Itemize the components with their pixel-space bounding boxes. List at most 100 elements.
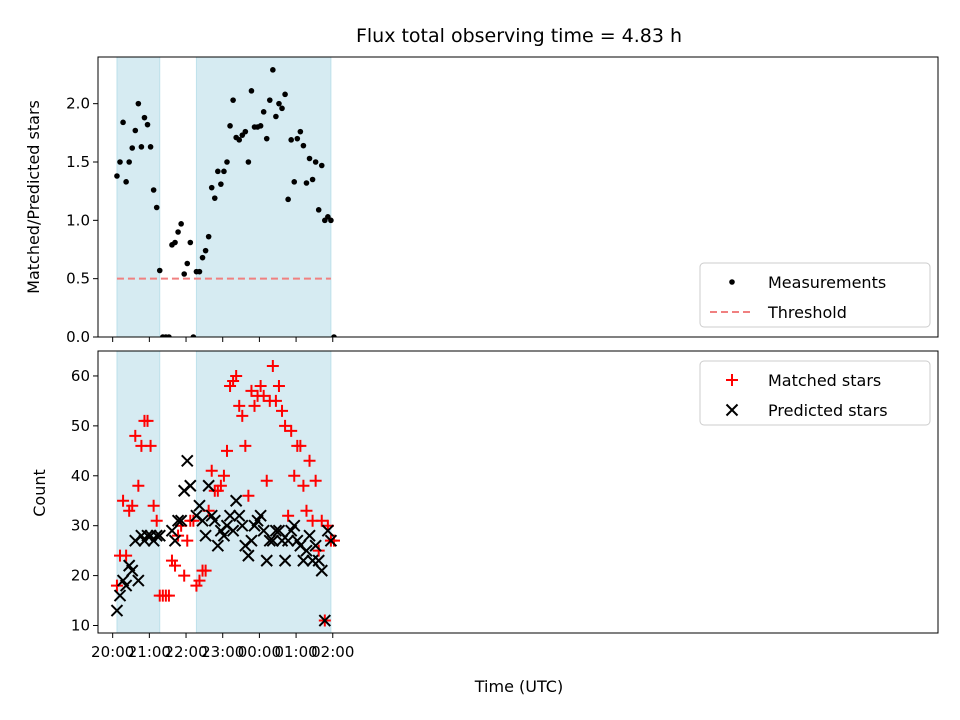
predicted-star-point: [181, 454, 194, 468]
matched-star-point: [276, 404, 289, 417]
predicted-star-point: [211, 539, 225, 552]
y-tick-label: 0.5: [66, 270, 90, 288]
predicted-star-point: [171, 514, 185, 527]
y-tick-label: 40: [71, 467, 90, 485]
matched-star-point: [193, 574, 206, 587]
measurement-point: [123, 179, 129, 185]
chart-title: Flux total observing time = 4.83 h: [356, 25, 682, 47]
y-tick-label: 1.5: [66, 153, 90, 171]
predicted-star-point: [312, 554, 325, 567]
predicted-star-point: [281, 534, 295, 547]
matched-star-point: [294, 439, 307, 452]
matched-star-point: [220, 444, 233, 457]
matched-star-point: [297, 479, 310, 492]
legend-label: Threshold: [767, 303, 847, 322]
measurement-point: [276, 100, 282, 107]
matched-star-point: [266, 359, 279, 372]
measurement-point: [227, 123, 233, 129]
measurement-point: [208, 184, 215, 191]
measurement-point: [126, 159, 132, 165]
legend-box: [699, 360, 931, 426]
measurement-point: [202, 247, 209, 254]
measurement-point: [266, 97, 273, 103]
matched-star-point: [282, 509, 295, 522]
predicted-star-point: [272, 524, 286, 537]
measurement-point: [196, 268, 203, 275]
measurement-point: [312, 159, 319, 165]
shaded-interval: [116, 56, 161, 338]
measurement-point: [306, 155, 313, 162]
x-tick-label: 00:00: [238, 643, 281, 661]
predicted-star-point: [132, 574, 145, 587]
predicted-star-point: [196, 514, 209, 527]
predicted-star-point: [223, 509, 237, 522]
matched-star-point: [230, 369, 243, 382]
x-tick-label: 20:00: [91, 643, 134, 661]
predicted-star-point: [126, 564, 139, 577]
predicted-star-point: [242, 549, 255, 562]
shaded-interval: [116, 350, 161, 634]
predicted-star-point: [303, 529, 316, 542]
x-tick-label: 21:00: [128, 643, 171, 661]
measurement-point: [315, 207, 322, 213]
matched-star-point: [110, 579, 123, 592]
measurement-point: [117, 159, 123, 165]
predicted-star-point: [278, 554, 292, 567]
predicted-star-point: [199, 529, 212, 542]
matched-star-point: [245, 384, 258, 397]
predicted-star-point: [266, 534, 280, 547]
predicted-star-point: [113, 589, 127, 602]
measurement-point: [144, 121, 151, 128]
matched-star-point: [150, 514, 163, 527]
count-panel: 10 20 30 40 50 60 20:0021:0022:0023:0000:0001:…: [71, 350, 939, 661]
measurement-point: [224, 159, 230, 165]
matched-star-point: [279, 419, 292, 432]
predicted-star-point: [324, 534, 338, 547]
measurement-point: [181, 271, 188, 277]
legend-x-marker: [725, 403, 739, 417]
measurement-point: [150, 187, 157, 193]
measurement-point: [288, 137, 294, 143]
measurement-point: [211, 195, 218, 201]
measurement-point: [199, 254, 206, 261]
matched-star-point: [199, 564, 212, 577]
plot-area: [114, 67, 337, 337]
matched-star-point: [236, 409, 249, 422]
predicted-star-point: [229, 494, 243, 507]
bottom-y-axis-title: Count: [30, 469, 49, 517]
matched-star-point: [172, 529, 185, 542]
top-y-axis-title: Matched/Predicted stars: [24, 100, 43, 294]
measurement-point: [294, 135, 301, 142]
predicted-star-point: [236, 519, 249, 532]
matched-star-point: [169, 559, 182, 572]
matched-star-point: [141, 414, 154, 427]
matched-star-point: [120, 549, 133, 562]
legend-label: Matched stars: [768, 371, 881, 390]
matched-star-point: [242, 489, 255, 502]
measurement-point: [318, 162, 325, 169]
measurement-point: [135, 100, 142, 107]
predicted-star-point: [263, 534, 276, 547]
matched-star-point: [257, 389, 270, 402]
y-tick-label: 1.0: [66, 211, 90, 229]
measurement-point: [190, 334, 197, 337]
measurement-point: [187, 239, 194, 246]
y-tick-label: 2.0: [66, 95, 90, 113]
matched-star-point: [126, 499, 139, 512]
axes-frame: [97, 350, 939, 634]
matched-star-point: [162, 589, 175, 602]
predicted-star-point: [217, 529, 231, 542]
matched-star-point: [205, 464, 218, 477]
matched-star-point: [239, 439, 252, 452]
predicted-star-point: [269, 524, 283, 537]
measurement-point: [291, 179, 298, 185]
matched-star-point: [181, 534, 194, 547]
predicted-star-point: [309, 539, 322, 552]
predicted-star-point: [321, 524, 335, 537]
y-tick-label: 50: [71, 417, 90, 435]
y-tick-label: 0.0: [66, 328, 90, 346]
predicted-star-point: [184, 479, 197, 492]
matched-star-point: [315, 514, 328, 527]
measurement-point: [257, 123, 264, 129]
measurement-point: [328, 217, 334, 224]
